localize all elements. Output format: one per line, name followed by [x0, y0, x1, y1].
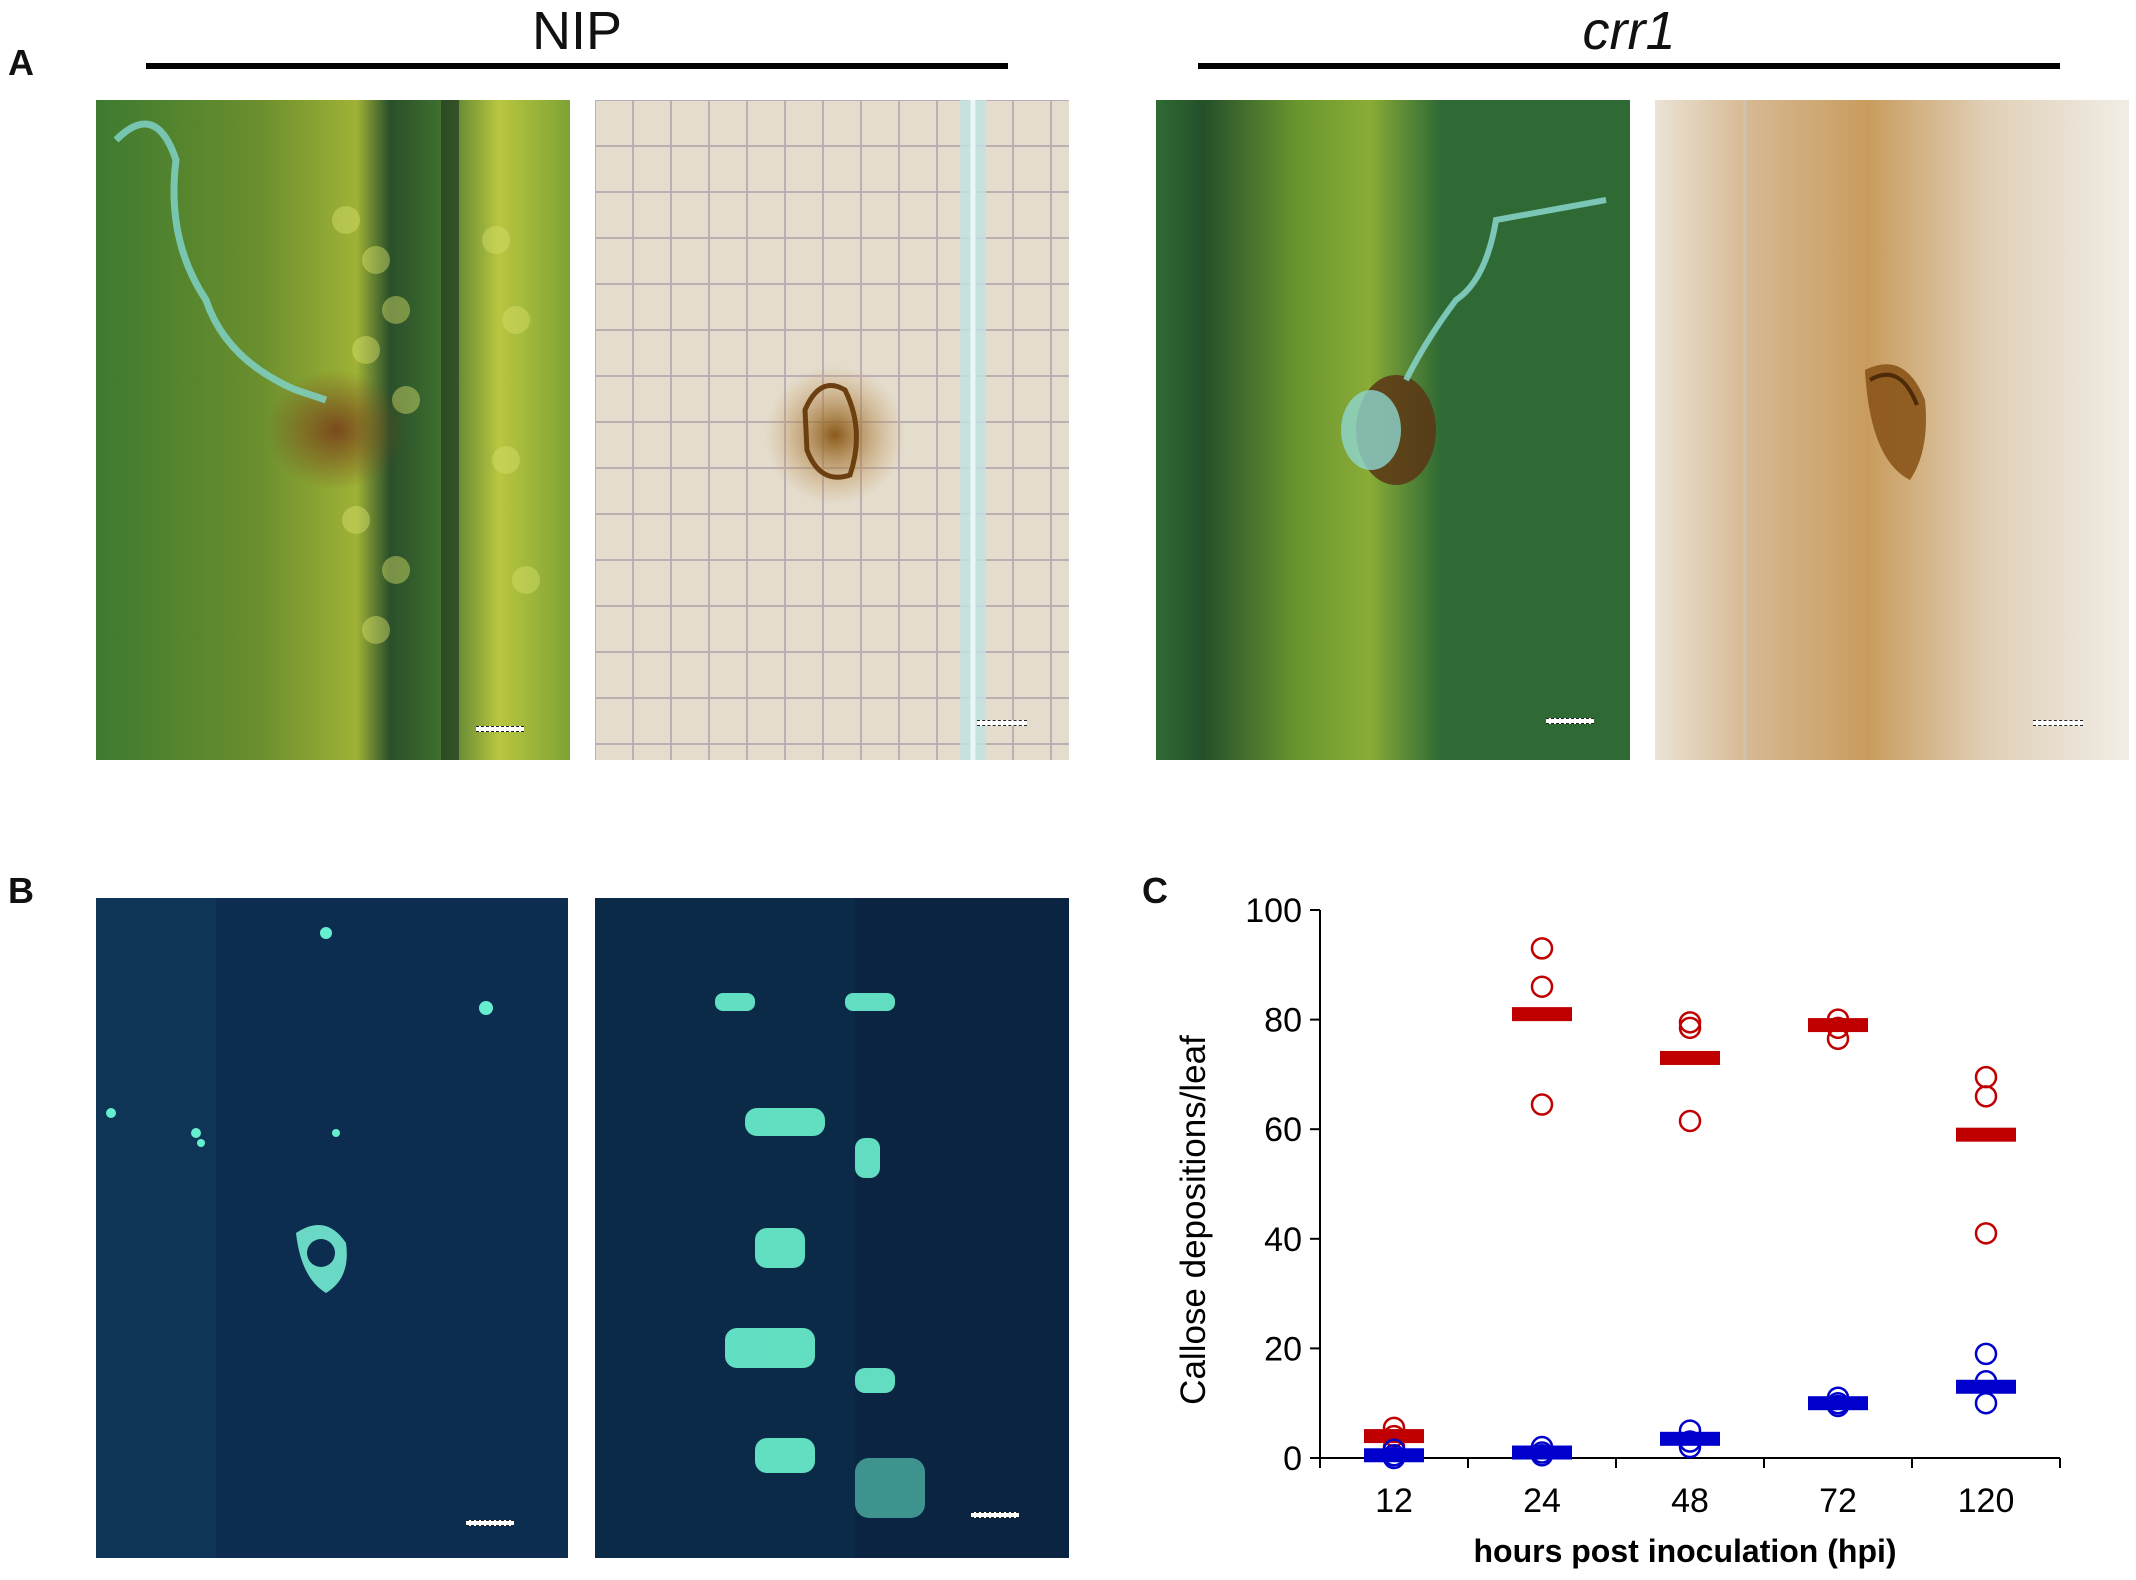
- mean-bar: [1512, 1445, 1572, 1460]
- group-rule-nip: [146, 63, 1008, 69]
- y-tick-label: 0: [1283, 1440, 1302, 1478]
- scale-bar: [476, 726, 524, 732]
- y-tick-label: 60: [1264, 1111, 1302, 1149]
- data-point: [1678, 1011, 1702, 1034]
- micrograph-crr1-brightfield: [1156, 100, 1630, 760]
- scale-bar: [466, 1520, 514, 1526]
- fluorescence-micrograph-right: [595, 898, 1069, 1558]
- y-tick-label: 100: [1245, 892, 1302, 930]
- callose-chart: 0 20 40 60 80 100 12 24 48 72 120 Callose depositi…: [1174, 892, 2061, 1569]
- x-tick-label: 12: [1375, 1482, 1413, 1520]
- y-tick-label: 80: [1264, 1002, 1302, 1040]
- data-point: [1530, 1093, 1554, 1116]
- panel-letter-b: B: [8, 870, 34, 911]
- group-title-crr1: crr1: [1582, 1, 1676, 61]
- data-point: [1974, 1342, 1998, 1366]
- panel-letter-c: C: [1142, 870, 1168, 911]
- x-tick-label: 72: [1819, 1482, 1857, 1520]
- mean-bar: [1808, 1018, 1868, 1033]
- mean-bar: [1808, 1396, 1868, 1411]
- y-tick-label: 20: [1264, 1330, 1302, 1368]
- panel-letter-a: A: [8, 42, 34, 83]
- scale-bar: [977, 720, 1027, 726]
- x-tick-label: 120: [1958, 1482, 2015, 1520]
- mean-bar: [1364, 1429, 1424, 1444]
- data-point: [1530, 937, 1554, 960]
- data-point: [1974, 1222, 1998, 1245]
- fluorescence-micrograph-left: [96, 898, 568, 1558]
- mean-bar: [1956, 1127, 2016, 1142]
- x-tick-label: 48: [1671, 1482, 1709, 1520]
- group-title-nip: NIP: [531, 1, 623, 61]
- data-point: [1530, 975, 1554, 998]
- mean-bar: [1660, 1050, 1720, 1065]
- data-point: [1678, 1109, 1702, 1133]
- scale-bar: [1546, 718, 1594, 724]
- micrograph-crr1-stained: [1655, 100, 2129, 760]
- data-point: [1974, 1065, 1998, 1089]
- y-axis-title: Callose depositions/leaf: [1174, 1035, 1213, 1405]
- data-point: [1678, 1016, 1702, 1040]
- x-tick-label: 24: [1523, 1482, 1561, 1520]
- scale-bar: [2033, 720, 2083, 726]
- mean-bar: [1660, 1431, 1720, 1446]
- mean-bar: [1364, 1448, 1424, 1463]
- x-axis-title: hours post inoculation (hpi): [1473, 1533, 1896, 1569]
- data-point: [1974, 1085, 1998, 1108]
- group-rule-crr1: [1198, 63, 2060, 69]
- scale-bar: [971, 1512, 1019, 1518]
- mean-bar: [1512, 1007, 1572, 1022]
- micrograph-nip-brightfield: [96, 100, 570, 760]
- mean-bar: [1956, 1379, 2016, 1394]
- data-point: [1974, 1391, 1998, 1415]
- micrograph-nip-stained: [595, 100, 1069, 760]
- y-tick-label: 40: [1264, 1221, 1302, 1259]
